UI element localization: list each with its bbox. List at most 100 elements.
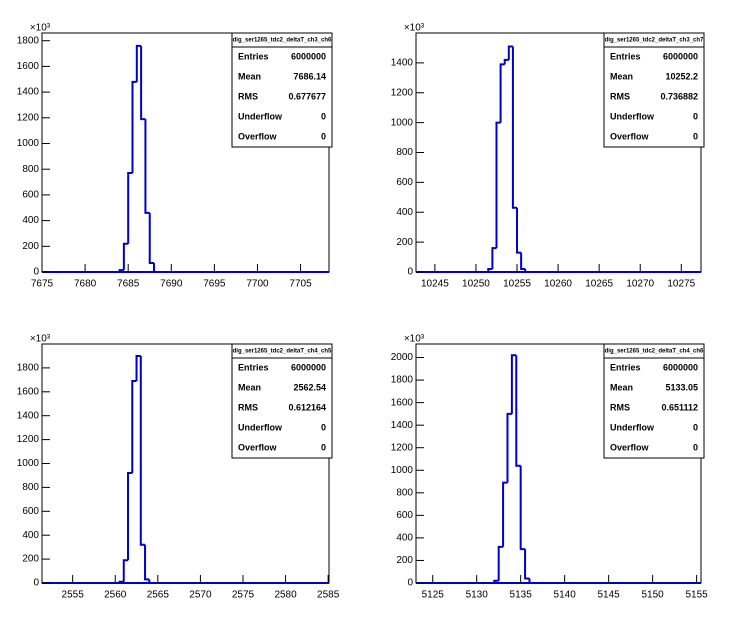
- stats-value: 0: [693, 422, 698, 432]
- histogram-bin: [131, 380, 137, 474]
- histogram-bin: [493, 579, 499, 583]
- x-tick-label: 2555: [62, 590, 85, 601]
- histogram-bin: [118, 269, 124, 272]
- x-tick-label: 7700: [246, 279, 269, 290]
- histogram-bin: [497, 545, 504, 581]
- stats-label: Mean: [610, 71, 633, 81]
- y-tick-label: 2000: [391, 352, 414, 363]
- stats-label: Overflow: [238, 442, 278, 452]
- stats-value: 5133.05: [665, 382, 698, 392]
- y-multiplier: ×10³: [30, 334, 51, 345]
- stats-label: Overflow: [238, 131, 278, 141]
- histogram-bin: [511, 46, 518, 209]
- y-tick-label: 0: [33, 267, 39, 278]
- y-tick-label: 1800: [17, 35, 40, 46]
- histogram-bin: [487, 268, 493, 272]
- y-tick-label: 1000: [391, 465, 414, 476]
- x-tick-label: 2575: [232, 590, 255, 601]
- y-tick-label: 1200: [391, 87, 414, 98]
- histogram-bin: [491, 247, 497, 270]
- y-tick-label: 800: [22, 164, 39, 175]
- histogram-bin: [515, 355, 521, 467]
- stats-label: Entries: [238, 51, 269, 61]
- x-tick-label: 5145: [598, 590, 621, 601]
- x-tick-label: 5150: [641, 590, 664, 601]
- y-tick-label: 200: [22, 554, 39, 565]
- y-tick-label: 800: [22, 482, 39, 493]
- y-tick-label: 600: [396, 510, 413, 521]
- stats-label: Underflow: [238, 111, 283, 121]
- y-tick-label: 600: [22, 190, 39, 201]
- stats-title: dig_ser1265_tdc2_deltaT_ch4_ch5: [233, 349, 332, 355]
- stats-value: 0.612164: [288, 402, 326, 412]
- x-tick-label: 10270: [626, 279, 654, 290]
- stats-label: Entries: [610, 51, 641, 61]
- y-tick-label: 1400: [391, 58, 414, 69]
- histogram-bin: [510, 354, 517, 414]
- stats-box: [231, 32, 333, 148]
- histogram-bin: [139, 355, 146, 546]
- histogram-bin: [144, 119, 150, 214]
- stats-label: Entries: [610, 362, 641, 372]
- stats-label: Underflow: [238, 422, 283, 432]
- histogram-bin: [144, 544, 150, 581]
- stats-label: Mean: [610, 382, 633, 392]
- stats-box: [603, 32, 705, 148]
- y-tick-label: 800: [396, 147, 413, 158]
- x-tick-label: 7685: [117, 279, 140, 290]
- stats-label: Underflow: [610, 422, 655, 432]
- stats-value: 6000000: [663, 51, 698, 61]
- y-tick-label: 1600: [391, 397, 414, 408]
- stats-value: 2562.54: [293, 382, 326, 392]
- x-tick-label: 10255: [503, 279, 531, 290]
- histogram-bin: [135, 354, 141, 382]
- stats-value: 0: [693, 111, 698, 121]
- x-tick-label: 10275: [667, 279, 695, 290]
- x-tick-label: 7675: [31, 279, 54, 290]
- stats-value: 0: [693, 442, 698, 452]
- stats-label: Underflow: [610, 111, 655, 121]
- x-tick-label: 2580: [274, 590, 297, 601]
- stats-value: 0.736882: [660, 91, 698, 101]
- y-tick-label: 400: [396, 207, 413, 218]
- y-tick-label: 1400: [391, 420, 414, 431]
- y-tick-label: 1800: [391, 375, 414, 386]
- stats-value: 0: [321, 111, 326, 121]
- y-tick-label: 1000: [17, 458, 40, 469]
- histogram-bin: [127, 172, 133, 244]
- histogram-bin: [122, 242, 129, 271]
- histogram-bin: [506, 412, 512, 483]
- histogram-bin: [524, 549, 530, 580]
- y-tick-label: 1400: [17, 410, 40, 421]
- x-tick-label: 10260: [544, 279, 572, 290]
- y-tick-label: 1600: [17, 61, 40, 72]
- y-tick-label: 600: [396, 177, 413, 188]
- histogram-bin: [131, 80, 137, 174]
- stats-value: 0.677677: [288, 91, 326, 101]
- x-tick-label: 7695: [203, 279, 226, 290]
- histogram-bin: [495, 121, 501, 249]
- histogram-bin: [127, 472, 133, 561]
- y-tick-label: 200: [396, 555, 413, 566]
- x-tick-label: 5135: [510, 590, 533, 601]
- y-tick-label: 1200: [17, 112, 40, 123]
- histogram-bin: [503, 58, 509, 65]
- x-tick-label: 10265: [585, 279, 613, 290]
- stats-label: Mean: [238, 382, 261, 392]
- y-tick-label: 600: [22, 506, 39, 517]
- histogram-bin: [140, 45, 146, 121]
- histogram-bin: [118, 580, 124, 583]
- x-tick-label: 5130: [466, 590, 489, 601]
- y-tick-label: 800: [396, 487, 413, 498]
- y-tick-label: 1000: [391, 117, 414, 128]
- y-tick-label: 1800: [17, 363, 40, 374]
- x-tick-label: 5140: [554, 590, 577, 601]
- histogram-bin: [516, 207, 522, 254]
- y-tick-label: 1000: [17, 138, 40, 149]
- stats-label: Overflow: [610, 442, 650, 452]
- x-tick-label: 5125: [422, 590, 445, 601]
- y-tick-label: 1400: [17, 87, 40, 98]
- stats-title: dig_ser1265_tdc2_deltaT_ch3_ch7: [605, 38, 704, 44]
- stats-value: 0: [693, 131, 698, 141]
